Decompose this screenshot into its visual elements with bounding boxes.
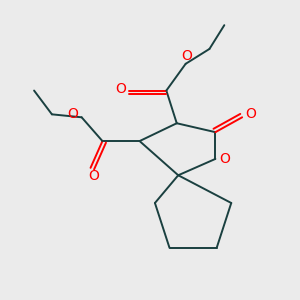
Text: O: O <box>220 152 230 166</box>
Text: O: O <box>88 169 99 183</box>
Text: O: O <box>182 50 193 63</box>
Text: O: O <box>67 107 78 121</box>
Text: O: O <box>246 107 256 121</box>
Text: O: O <box>116 82 126 96</box>
